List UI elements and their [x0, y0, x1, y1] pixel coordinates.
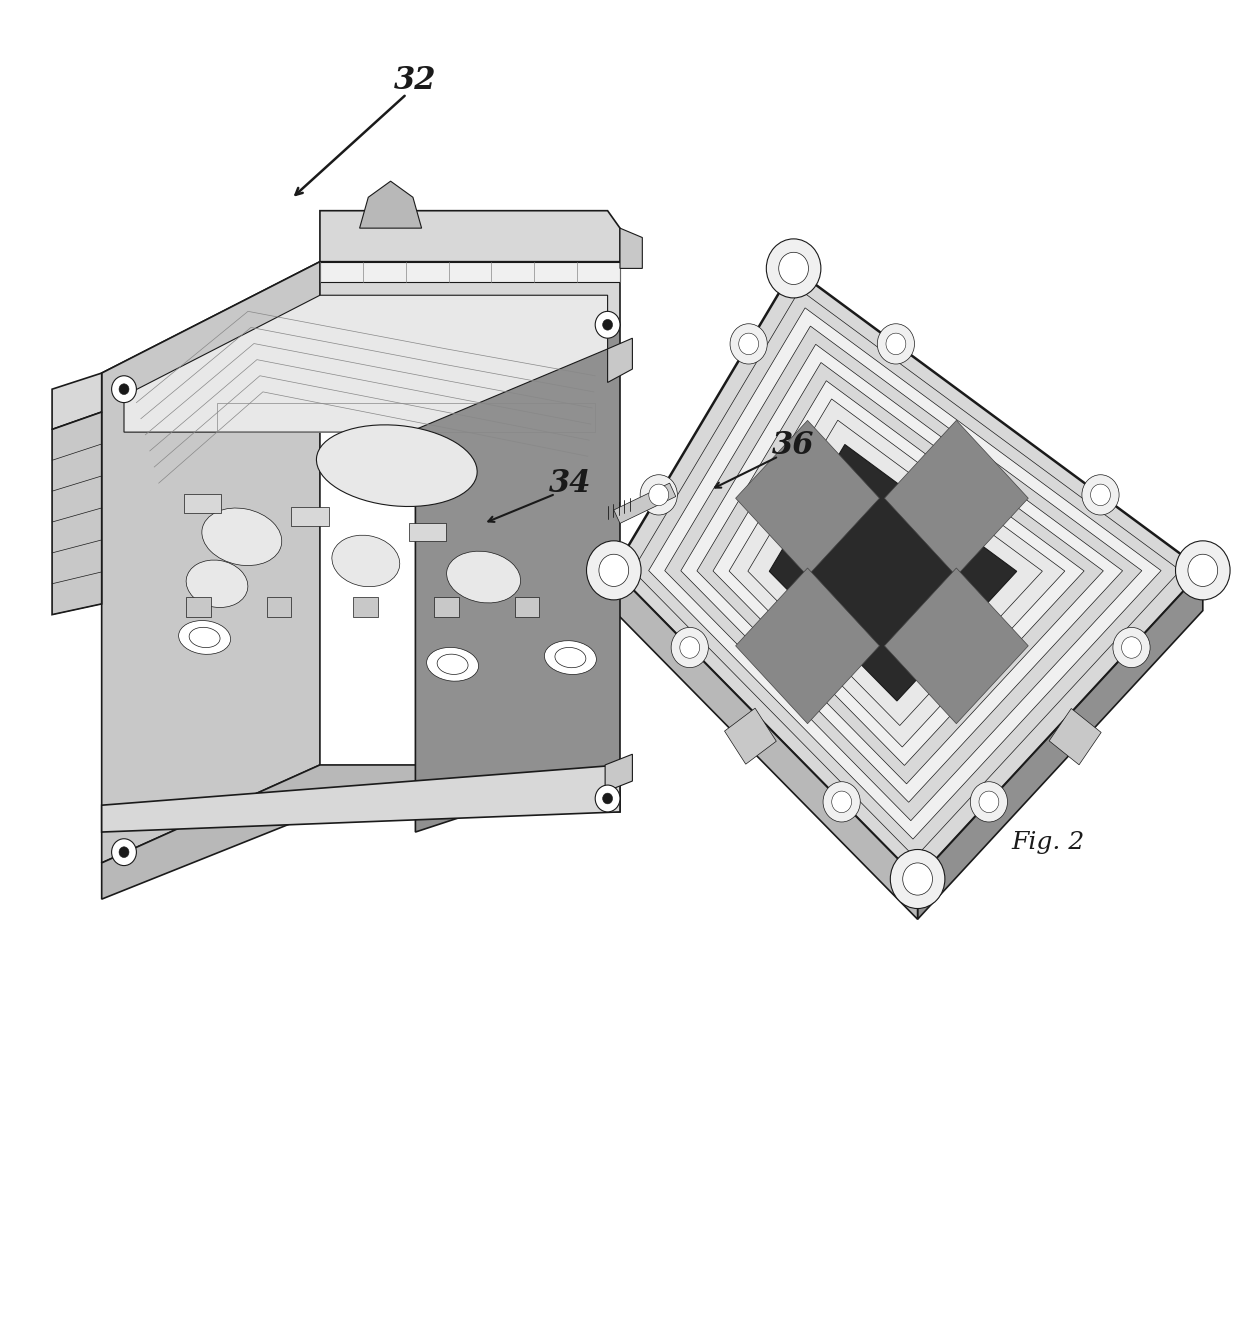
- Circle shape: [595, 785, 620, 812]
- Ellipse shape: [186, 560, 248, 608]
- Ellipse shape: [316, 425, 477, 506]
- Circle shape: [671, 628, 708, 668]
- Ellipse shape: [446, 552, 521, 603]
- Polygon shape: [724, 709, 776, 764]
- Polygon shape: [1049, 709, 1101, 765]
- Circle shape: [832, 792, 852, 813]
- Polygon shape: [884, 420, 1028, 576]
- Polygon shape: [267, 597, 291, 617]
- Circle shape: [595, 311, 620, 338]
- Polygon shape: [713, 381, 1084, 765]
- Polygon shape: [124, 295, 608, 432]
- Polygon shape: [620, 228, 642, 268]
- Polygon shape: [735, 568, 879, 723]
- Circle shape: [730, 323, 768, 364]
- Polygon shape: [515, 597, 539, 617]
- Polygon shape: [605, 754, 632, 792]
- Text: Fig. 2: Fig. 2: [1011, 831, 1085, 855]
- Circle shape: [1091, 484, 1111, 506]
- Circle shape: [599, 554, 629, 586]
- Ellipse shape: [556, 647, 585, 668]
- Circle shape: [587, 541, 641, 600]
- Polygon shape: [353, 597, 378, 617]
- Polygon shape: [360, 181, 422, 228]
- Polygon shape: [729, 399, 1065, 747]
- Polygon shape: [320, 211, 620, 262]
- Circle shape: [887, 333, 905, 354]
- Circle shape: [980, 792, 999, 813]
- Polygon shape: [884, 568, 1028, 723]
- Polygon shape: [614, 483, 676, 523]
- Polygon shape: [409, 523, 446, 541]
- Polygon shape: [697, 362, 1104, 784]
- Circle shape: [1114, 628, 1149, 668]
- Polygon shape: [632, 290, 1180, 858]
- Circle shape: [739, 333, 759, 354]
- Circle shape: [970, 781, 1007, 821]
- Circle shape: [119, 847, 129, 858]
- Circle shape: [1081, 475, 1118, 515]
- Polygon shape: [918, 570, 1203, 919]
- Ellipse shape: [332, 535, 399, 586]
- Polygon shape: [102, 765, 620, 832]
- Polygon shape: [735, 420, 879, 576]
- Ellipse shape: [438, 654, 467, 675]
- Polygon shape: [434, 597, 459, 617]
- Polygon shape: [649, 307, 1161, 839]
- Circle shape: [1176, 541, 1230, 600]
- Polygon shape: [291, 507, 329, 526]
- Ellipse shape: [190, 627, 219, 648]
- Circle shape: [603, 793, 613, 804]
- Polygon shape: [102, 262, 620, 412]
- Circle shape: [119, 384, 129, 395]
- Circle shape: [1121, 637, 1142, 659]
- Polygon shape: [614, 570, 918, 919]
- Ellipse shape: [427, 647, 479, 682]
- Circle shape: [640, 475, 677, 515]
- Polygon shape: [769, 444, 1017, 701]
- Polygon shape: [320, 262, 620, 282]
- Circle shape: [903, 863, 932, 895]
- Circle shape: [680, 637, 699, 659]
- Polygon shape: [681, 345, 1122, 803]
- Ellipse shape: [179, 620, 231, 655]
- Circle shape: [823, 781, 861, 821]
- Text: 34: 34: [549, 467, 591, 499]
- Circle shape: [878, 323, 915, 364]
- Circle shape: [1188, 554, 1218, 586]
- Circle shape: [649, 484, 668, 506]
- Circle shape: [112, 376, 136, 403]
- Text: 32: 32: [394, 64, 436, 97]
- Polygon shape: [614, 268, 1203, 879]
- Polygon shape: [415, 325, 620, 832]
- Text: 36: 36: [773, 429, 815, 462]
- Polygon shape: [102, 262, 320, 863]
- Polygon shape: [102, 765, 620, 899]
- Circle shape: [779, 252, 808, 285]
- Ellipse shape: [544, 640, 596, 675]
- Polygon shape: [186, 597, 211, 617]
- Ellipse shape: [202, 509, 281, 565]
- Polygon shape: [52, 412, 102, 615]
- Circle shape: [890, 849, 945, 909]
- Polygon shape: [184, 494, 221, 513]
- Circle shape: [766, 239, 821, 298]
- Circle shape: [603, 319, 613, 330]
- Circle shape: [112, 839, 136, 866]
- Polygon shape: [608, 338, 632, 382]
- Polygon shape: [52, 373, 102, 429]
- Polygon shape: [748, 420, 1043, 726]
- Polygon shape: [665, 326, 1142, 821]
